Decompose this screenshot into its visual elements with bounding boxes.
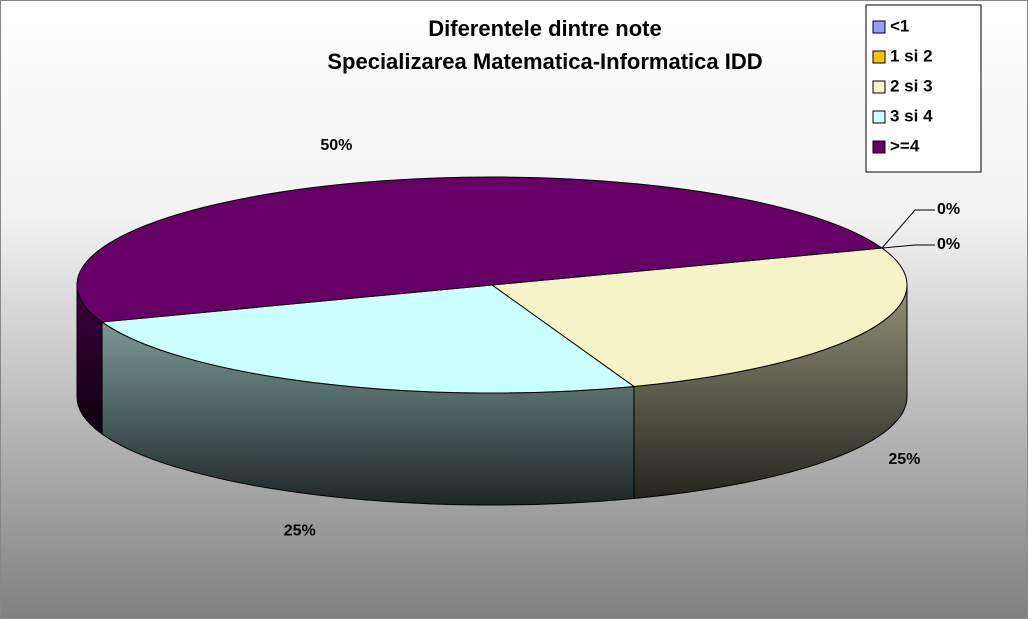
slice	[100, 284, 636, 394]
legend-swatch	[872, 20, 886, 34]
data-label: 50%	[320, 137, 352, 154]
data-label: 0%	[937, 236, 960, 253]
legend-label: <1	[890, 16, 909, 35]
legend-label: >=4	[890, 136, 920, 155]
legend-swatch	[872, 80, 886, 94]
legend-swatch	[872, 140, 886, 154]
legend-label: 2 si 3	[890, 76, 933, 95]
slice	[490, 247, 908, 388]
legend-swatch	[872, 50, 886, 64]
legend-label: 1 si 2	[890, 46, 933, 65]
chart-title: Specializarea Matematica-Informatica IDD	[327, 49, 762, 74]
slice	[76, 176, 884, 323]
leader-line	[881, 209, 935, 249]
leader-line	[881, 244, 935, 249]
legend-label: 3 si 4	[890, 106, 933, 125]
data-label: 25%	[284, 522, 316, 539]
legend-swatch	[872, 110, 886, 124]
chart-title: Diferentele dintre note	[428, 16, 661, 41]
pie	[76, 176, 908, 506]
data-label: 25%	[888, 451, 920, 468]
data-label: 0%	[937, 201, 960, 218]
